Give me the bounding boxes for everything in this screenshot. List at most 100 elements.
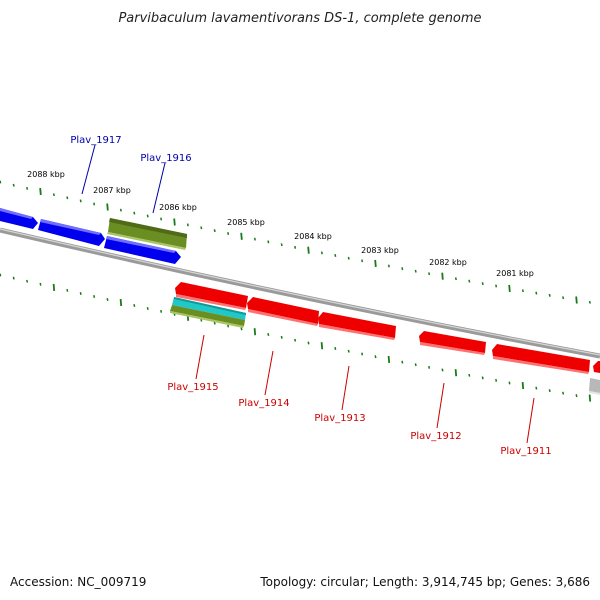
feature-olive-reverse[interactable]: [170, 305, 245, 328]
genome-summary-text: Topology: circular; Length: 3,914,745 bp…: [259, 575, 590, 589]
outer-major-tick: [173, 218, 176, 226]
outer-minor-tick: [428, 272, 431, 276]
inner-minor-tick: [146, 307, 149, 310]
gene-plav-1915[interactable]: [175, 282, 248, 310]
label-plav-1911[interactable]: Plav_1911: [500, 446, 551, 457]
inner-major-tick: [454, 369, 458, 377]
feature-cyan-reverse[interactable]: [172, 297, 246, 320]
gene-plav-1913[interactable]: [318, 312, 396, 340]
outer-minor-tick: [12, 183, 15, 187]
inner-major-tick: [588, 394, 592, 402]
inner-minor-tick: [79, 292, 82, 295]
outer-minor-tick: [146, 214, 149, 218]
outer-minor-tick: [93, 202, 96, 206]
label-plav-1915[interactable]: Plav_1915: [167, 382, 218, 393]
gene-plav-1910[interactable]: [593, 361, 600, 373]
outer-minor-tick: [26, 186, 29, 190]
inner-major-tick: [253, 328, 257, 336]
outer-minor-tick: [521, 289, 524, 293]
label-plav-1917[interactable]: Plav_1917: [70, 135, 121, 146]
gene-plav-1911[interactable]: [492, 344, 590, 374]
kbp-label-2085: 2085 kbp: [227, 218, 265, 227]
outer-major-tick: [441, 272, 444, 280]
inner-major-tick: [387, 355, 391, 363]
inner-minor-tick: [428, 365, 431, 369]
inner-minor-tick: [575, 394, 578, 398]
outer-minor-tick: [294, 245, 297, 249]
outer-minor-tick: [361, 259, 364, 263]
inner-minor-tick: [267, 333, 270, 336]
inner-minor-tick: [441, 368, 444, 372]
outer-minor-tick: [401, 267, 404, 271]
label-plav-1914[interactable]: Plav_1914: [238, 398, 289, 409]
genome-backbone: [0, 227, 600, 359]
outer-minor-tick: [535, 291, 538, 295]
kbp-label-2081: 2081 kbp: [496, 269, 534, 278]
inner-minor-tick: [361, 352, 364, 356]
inner-major-tick: [52, 283, 56, 291]
inner-minor-tick: [347, 349, 350, 353]
inner-minor-tick: [66, 288, 69, 292]
outer-minor-tick: [267, 240, 270, 244]
inner-minor-tick: [0, 273, 2, 277]
feature-gray-right: [589, 378, 600, 395]
gene-plav-1912[interactable]: [419, 331, 486, 355]
gene-plav-1917[interactable]: [38, 219, 105, 246]
accession-text: Accession: NC_009719: [10, 575, 146, 589]
feature-olive-forward[interactable]: [107, 218, 187, 250]
inner-minor-tick: [374, 355, 377, 359]
inner-minor-tick: [93, 295, 96, 298]
outer-minor-tick: [334, 254, 337, 257]
gene-plav-1916[interactable]: [104, 236, 181, 264]
inner-major-tick: [521, 382, 525, 390]
kbp-label-2087: 2087 kbp: [93, 186, 131, 195]
outer-minor-tick: [200, 226, 203, 230]
label-plav-1916[interactable]: Plav_1916: [140, 153, 191, 164]
inner-minor-tick: [133, 304, 136, 307]
gene-plav-1914[interactable]: [247, 297, 319, 326]
inner-minor-tick: [39, 282, 42, 286]
inner-minor-tick: [508, 381, 511, 385]
leader-plav-1916: [152, 162, 166, 214]
outer-minor-tick: [0, 180, 2, 184]
inner-minor-tick: [548, 389, 551, 393]
outer-minor-tick: [562, 296, 565, 300]
inner-minor-tick: [401, 360, 404, 364]
outer-major-tick: [575, 296, 578, 304]
outer-minor-tick: [52, 193, 55, 197]
leader-plav-1914: [264, 350, 274, 396]
inner-minor-tick: [227, 324, 230, 328]
kbp-label-2083: 2083 kbp: [361, 246, 399, 255]
outer-minor-tick: [387, 264, 390, 268]
kbp-label-2082: 2082 kbp: [429, 258, 467, 267]
outer-minor-tick: [186, 223, 189, 227]
inner-minor-tick: [294, 338, 297, 342]
kbp-label-2088: 2088 kbp: [27, 170, 65, 179]
gene-plav-1918[interactable]: [0, 208, 38, 229]
outer-major-tick: [39, 187, 42, 196]
label-plav-1912[interactable]: Plav_1912: [410, 431, 461, 442]
leader-plav-1911: [526, 397, 535, 444]
outer-major-tick: [240, 232, 243, 240]
inner-minor-tick: [334, 347, 337, 350]
outer-minor-tick: [588, 300, 591, 304]
outer-minor-tick: [347, 256, 350, 260]
map-title: Parvibaculum lavamentivorans DS-1, compl…: [118, 11, 481, 26]
inner-minor-tick: [562, 391, 565, 395]
outer-minor-tick: [227, 232, 230, 235]
outer-minor-tick: [454, 277, 457, 281]
inner-minor-tick: [280, 335, 283, 339]
outer-minor-tick: [133, 211, 136, 215]
inner-minor-tick: [160, 309, 163, 313]
outer-minor-tick: [414, 269, 417, 273]
inner-minor-tick: [535, 386, 538, 390]
outer-minor-tick: [468, 279, 471, 283]
leader-plav-1915: [195, 334, 205, 380]
inner-minor-tick: [414, 363, 417, 367]
outer-minor-tick: [160, 217, 163, 221]
outer-minor-tick: [213, 229, 216, 233]
label-plav-1913[interactable]: Plav_1913: [314, 413, 365, 424]
inner-minor-tick: [12, 276, 15, 280]
inner-minor-tick: [213, 321, 216, 325]
